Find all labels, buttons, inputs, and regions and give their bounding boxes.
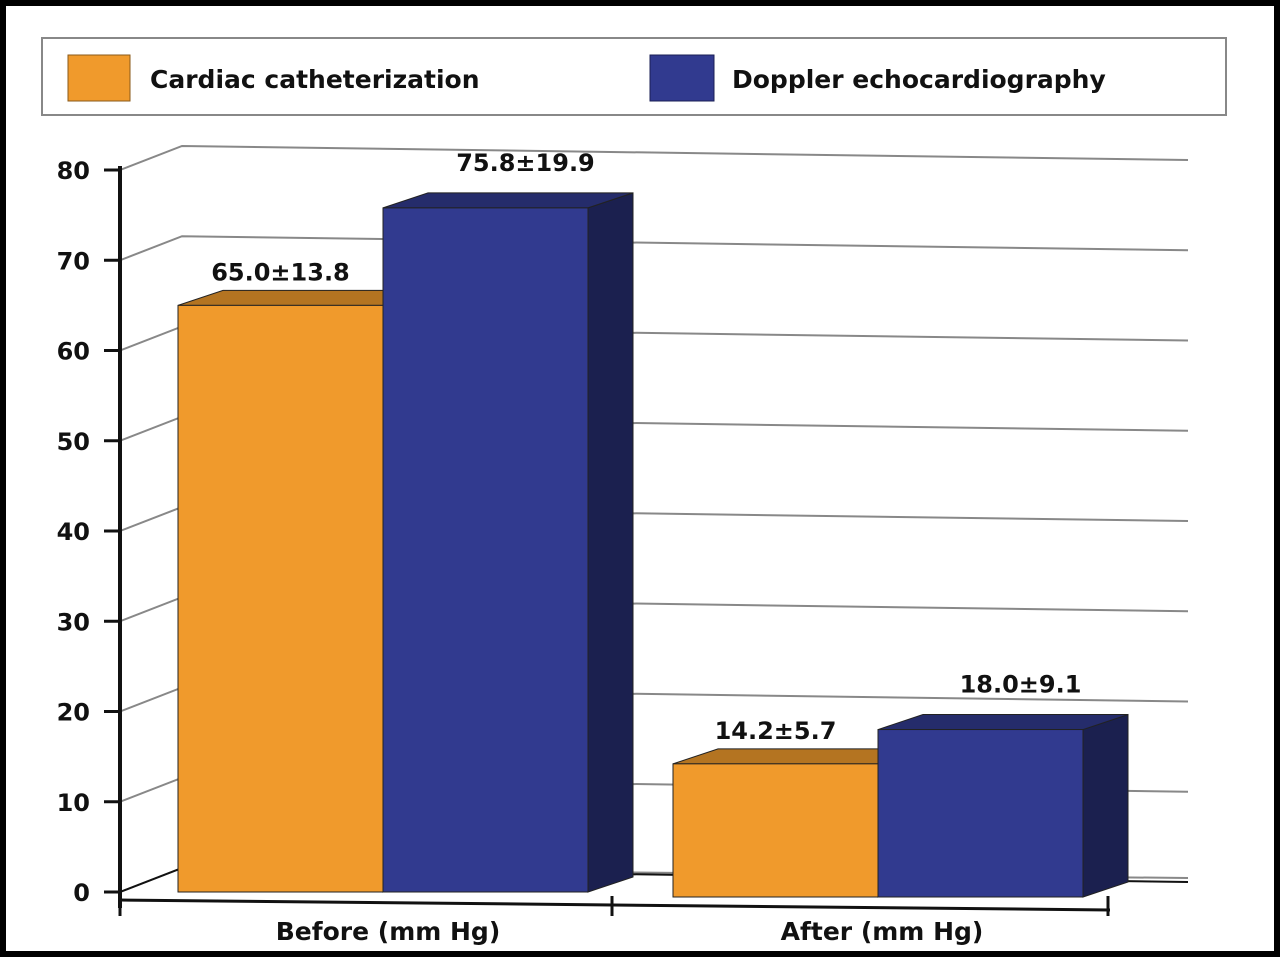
legend-box <box>41 37 1227 116</box>
x-tick-label: After (mm Hg) <box>781 917 984 946</box>
y-tick-label: 20 <box>57 699 90 727</box>
data-labels: 65.0±13.8 75.8±19.9 14.2±5.7 18.0±9.1 <box>211 149 1081 745</box>
x-axis <box>119 898 1111 912</box>
data-label: 18.0±9.1 <box>960 671 1082 699</box>
y-tick-label: 10 <box>57 789 90 817</box>
chart-frame: Cardiac catheterization Doppler echocard… <box>6 6 1274 951</box>
data-label: 14.2±5.7 <box>715 717 837 745</box>
y-tick-label: 0 <box>73 879 90 907</box>
gridline <box>119 235 1189 262</box>
gridline <box>119 144 1189 171</box>
y-tick-label: 60 <box>57 338 90 366</box>
legend-swatch-cardiac <box>67 54 131 102</box>
legend: Cardiac catheterization Doppler echocard… <box>41 37 1227 116</box>
bar-top <box>877 714 1129 731</box>
legend-swatch-doppler <box>649 54 715 102</box>
bar-top <box>382 192 634 209</box>
bar-doppler-echocardiography <box>382 207 589 893</box>
y-tick-label: 50 <box>57 428 90 456</box>
x-tick-label: Before (mm Hg) <box>276 917 501 946</box>
bar-side <box>587 192 634 893</box>
bars <box>177 192 1129 898</box>
y-tick-label: 40 <box>57 518 90 546</box>
bar-side <box>1082 713 1129 898</box>
bar-cardiac-catheterization <box>672 763 879 898</box>
y-tick-label: 30 <box>57 608 90 636</box>
bar-doppler-echocardiography <box>877 729 1084 898</box>
legend-label-doppler: Doppler echocardiography <box>732 65 1106 94</box>
data-label: 75.8±19.9 <box>456 149 595 177</box>
legend-label-cardiac: Cardiac catheterization <box>150 65 480 94</box>
y-tick-label: 70 <box>57 247 90 275</box>
data-label: 65.0±13.8 <box>211 258 350 286</box>
y-tick-label: 80 <box>57 157 90 185</box>
bar-chart: Cardiac catheterization Doppler echocard… <box>41 37 1227 946</box>
bar-cardiac-catheterization <box>177 304 384 893</box>
